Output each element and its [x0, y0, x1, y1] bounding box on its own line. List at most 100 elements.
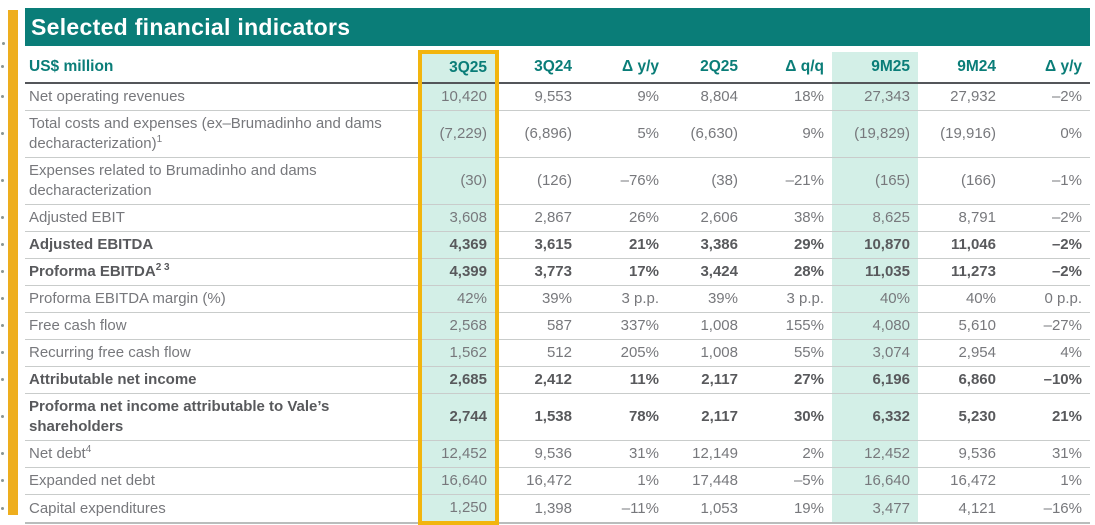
row-dot-icon	[1, 65, 4, 68]
value-cell: (38)	[667, 157, 746, 205]
value-cell: 0 p.p.	[1004, 285, 1090, 313]
value-cell: 9%	[580, 83, 667, 111]
row-label-cell: Net debt4	[1, 440, 420, 468]
value-cell: 27,343	[832, 83, 918, 111]
value-cell: 16,640	[832, 467, 918, 495]
row-label: Adjusted EBIT	[29, 209, 125, 226]
value-cell: 29%	[746, 231, 832, 259]
value-cell: 512	[497, 339, 580, 367]
value-cell: 38%	[746, 204, 832, 232]
value-cell: 40%	[832, 285, 918, 313]
value-cell: 3,074	[832, 339, 918, 367]
page-title: Selected financial indicators	[31, 13, 351, 40]
value-cell: 6,860	[918, 366, 1004, 394]
value-cell: 3,424	[667, 258, 746, 286]
value-cell: 587	[497, 312, 580, 340]
value-cell: 40%	[918, 285, 1004, 313]
value-cell: (166)	[918, 157, 1004, 205]
row-dot-icon	[1, 95, 4, 98]
value-cell: 10,870	[832, 231, 918, 259]
title-bar: Selected financial indicators	[25, 8, 1090, 46]
value-cell: 8,791	[918, 204, 1004, 232]
row-label: Total costs and expenses (ex–Brumadinho …	[29, 115, 382, 152]
value-cell: 4,399	[418, 258, 499, 286]
value-cell: 9,536	[918, 440, 1004, 468]
value-cell: 5%	[580, 110, 667, 158]
row-label-cell: Proforma EBITDA margin (%)	[1, 285, 420, 313]
column-header: 2Q25	[667, 52, 746, 84]
row-dot-icon	[1, 324, 4, 327]
column-header: 3Q24	[497, 52, 580, 84]
value-cell: 8,804	[667, 83, 746, 111]
value-cell: 3,477	[832, 494, 918, 524]
table-row: Net debt4 12,452 9,536 31% 12,149 2% 12,452 9,5…	[1, 440, 1090, 468]
value-cell: 5,230	[918, 393, 1004, 441]
value-cell: –27%	[1004, 312, 1090, 340]
value-cell: 78%	[580, 393, 667, 441]
value-cell: 2%	[746, 440, 832, 468]
value-cell: 39%	[667, 285, 746, 313]
table-row: Proforma net income attributable to Vale…	[1, 393, 1090, 441]
value-cell: 16,472	[918, 467, 1004, 495]
table-row: Recurring free cash flow 1,562 512 205% 1,00…	[1, 339, 1090, 367]
value-cell: 2,954	[918, 339, 1004, 367]
value-cell: 4,121	[918, 494, 1004, 524]
table-row: Adjusted EBIT 3,608 2,867 26% 2,606 38% 8,625 8…	[1, 204, 1090, 232]
value-cell: 2,412	[497, 366, 580, 394]
footnote-marker: 2 3	[155, 262, 170, 273]
value-cell: –21%	[746, 157, 832, 205]
row-label-cell: Capital expenditures	[1, 494, 420, 524]
row-label: Recurring free cash flow	[29, 344, 191, 361]
value-cell: 9,553	[497, 83, 580, 111]
table-header: US$ million 3Q25 3Q24 Δ y/y 2Q25 Δ q/q 9M25 9M…	[1, 50, 1090, 84]
row-label-cell: Net operating revenues	[1, 83, 420, 111]
value-cell: 155%	[746, 312, 832, 340]
row-label: Proforma net income attributable to Vale…	[29, 398, 330, 435]
value-cell: 2,606	[667, 204, 746, 232]
value-cell: 11,046	[918, 231, 1004, 259]
value-cell: 3 p.p.	[746, 285, 832, 313]
value-cell: 337%	[580, 312, 667, 340]
row-label-cell: Total costs and expenses (ex–Brumadinho …	[1, 110, 420, 158]
row-label-cell: Expanded net debt	[1, 467, 420, 495]
value-cell: (126)	[497, 157, 580, 205]
value-cell: –16%	[1004, 494, 1090, 524]
value-cell: 17,448	[667, 467, 746, 495]
table-row: Adjusted EBITDA 4,369 3,615 21% 3,386 29% 10,8…	[1, 231, 1090, 259]
value-cell: 21%	[1004, 393, 1090, 441]
table-body: Net operating revenues 10,420 9,553 9% 8,804…	[1, 83, 1090, 525]
value-cell: 1,398	[497, 494, 580, 524]
value-cell: –2%	[1004, 258, 1090, 286]
row-label: Proforma EBITDA	[29, 263, 156, 280]
value-cell: 3,386	[667, 231, 746, 259]
row-dot-icon	[1, 506, 4, 510]
value-cell: 4,080	[832, 312, 918, 340]
value-cell: 1,250	[418, 494, 499, 525]
column-header: 9M25	[832, 52, 918, 84]
row-label-cell: Adjusted EBITDA	[1, 231, 420, 259]
value-cell: 9%	[746, 110, 832, 158]
column-header: 3Q25	[418, 50, 499, 84]
value-cell: 1,008	[667, 339, 746, 367]
table-row: Attributable net income 2,685 2,412 11% 2,11…	[1, 366, 1090, 394]
table-row: Capital expenditures 1,250 1,398 –11% 1,053 1…	[1, 494, 1090, 525]
value-cell: 2,117	[667, 393, 746, 441]
value-cell: 1,053	[667, 494, 746, 524]
value-cell: 11,035	[832, 258, 918, 286]
row-dot-icon	[1, 351, 4, 354]
value-cell: 31%	[1004, 440, 1090, 468]
row-dot-icon	[1, 378, 4, 381]
row-label: Adjusted EBITDA	[29, 236, 154, 253]
value-cell: 18%	[746, 83, 832, 111]
value-cell: 55%	[746, 339, 832, 367]
value-cell: 42%	[418, 285, 499, 313]
value-cell: 205%	[580, 339, 667, 367]
value-cell: 2,117	[667, 366, 746, 394]
value-cell: 11,273	[918, 258, 1004, 286]
value-cell: 12,452	[418, 440, 499, 468]
value-cell: 1%	[580, 467, 667, 495]
row-label: Expanded net debt	[29, 472, 155, 489]
value-cell: 21%	[580, 231, 667, 259]
row-label: Free cash flow	[29, 317, 127, 334]
value-cell: –1%	[1004, 157, 1090, 205]
